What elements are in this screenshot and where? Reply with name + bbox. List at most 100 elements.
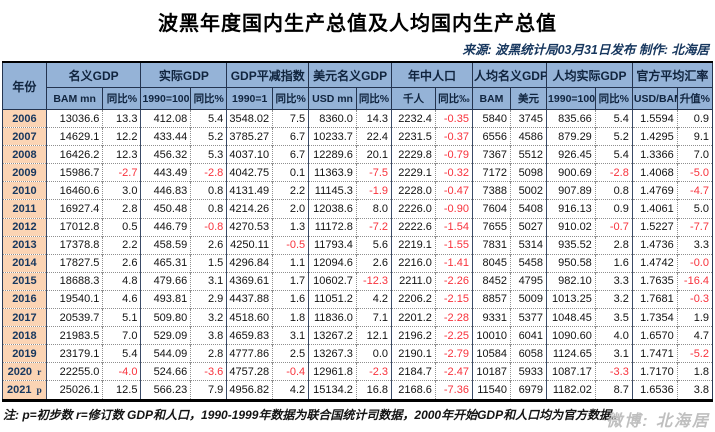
value-cell: 5840	[471, 108, 511, 128]
value-cell: 3.1	[190, 271, 227, 291]
value-cell: 16927.4	[45, 199, 103, 219]
value-cell: 4956.82	[226, 380, 273, 400]
table-row: 2011 16927.4 2.8 450.48 0.8 4214.26 2.0 12038.6…	[2, 199, 713, 219]
value-cell: 16426.2	[45, 145, 103, 164]
value-cell: 5.4	[594, 145, 633, 164]
value-cell: 7388	[471, 181, 511, 200]
value-cell: -4.7	[676, 181, 713, 200]
value-cell: 2226.0	[391, 199, 436, 219]
value-cell: 3.3	[594, 271, 633, 291]
value-cell: 23179.1	[45, 344, 103, 363]
value-cell: 4586	[509, 127, 547, 146]
year-cell: 2021 p	[2, 380, 47, 400]
column-group-header: 年中人口	[391, 61, 473, 88]
value-cell: 5.4	[102, 344, 141, 363]
value-cell: 15134.2	[308, 380, 357, 400]
value-cell: 910.02	[546, 217, 596, 237]
value-cell: 1.8	[272, 308, 309, 327]
value-cell: 17012.8	[45, 217, 103, 237]
value-cell: 4.2	[355, 289, 392, 309]
value-cell: 0.8	[594, 181, 633, 200]
year-cell: 2010	[2, 181, 47, 200]
value-cell: 18688.3	[45, 271, 103, 291]
column-subheader: 1990=100	[140, 87, 192, 110]
value-cell: 3.8	[676, 380, 713, 400]
value-cell: 5.0	[676, 199, 713, 219]
column-subheader: 同比%	[190, 87, 228, 110]
value-cell: 2201.2	[391, 308, 436, 327]
value-cell: 4437.88	[226, 289, 273, 309]
value-cell: 1.4068	[631, 163, 678, 182]
value-cell: -0.32	[434, 163, 473, 182]
column-subheader: 同比%	[355, 87, 393, 110]
value-cell: -2.8	[190, 163, 227, 182]
value-cell: -2.15	[434, 289, 473, 309]
value-cell: 14629.1	[45, 127, 103, 146]
value-cell: 4250.11	[226, 235, 273, 255]
value-cell: -0.4	[272, 362, 309, 381]
value-cell: 5377	[509, 308, 547, 327]
table-row: 2006 13036.6 13.3 412.08 5.4 3548.02 7.5 8360.0…	[2, 108, 713, 128]
table-header: 年份 名义GDP 实际GDP GDP平减指数 美元名义GDP 年中人口 人均名义GDP 人均实…	[2, 61, 714, 110]
value-cell: 529.09	[140, 326, 191, 345]
column-subheader: 美元	[509, 87, 548, 110]
table-row: 2014 17827.5 2.6 465.31 1.5 4296.84 1.1 12094.6…	[2, 253, 713, 273]
value-cell: 446.79	[140, 217, 191, 237]
value-cell: 12.5	[102, 380, 141, 400]
column-subheader: 1990=1	[226, 87, 274, 110]
column-subheader: 同比%	[272, 87, 310, 110]
value-cell: 5.6	[355, 235, 392, 255]
table-row: 2008 16426.2 12.3 456.32 5.3 4037.10 6.7 12289.…	[2, 145, 713, 164]
value-cell: 6.7	[272, 127, 309, 146]
value-cell: 950.58	[546, 253, 596, 273]
value-cell: 1.5594	[631, 108, 678, 128]
value-cell: 4270.53	[226, 217, 273, 237]
footnote: 注: p=初步数 r=修订数 GDP和人口，1990-1999年数据为联合国统计…	[3, 407, 624, 422]
value-cell: 25026.1	[45, 380, 103, 400]
value-cell: 6.7	[272, 145, 309, 164]
value-cell: 21983.5	[45, 326, 103, 345]
value-cell: 1013.25	[546, 289, 596, 309]
value-cell: 1182.02	[546, 380, 596, 400]
value-cell: 6979	[509, 380, 547, 400]
value-cell: 15986.7	[45, 163, 103, 182]
value-cell: 2.6	[190, 235, 227, 255]
value-cell: 2196.2	[391, 326, 436, 345]
value-cell: 4777.86	[226, 344, 273, 363]
year-revision-flag: r	[37, 367, 42, 378]
value-cell: 0.9	[676, 108, 713, 128]
value-cell: 2.9	[190, 289, 227, 309]
column-group-header: 人均实际GDP	[546, 61, 633, 88]
value-cell: 11051.2	[308, 289, 357, 309]
value-cell: 1.3366	[631, 145, 678, 164]
value-cell: 8.7	[594, 380, 633, 400]
value-cell: 4.6	[102, 289, 141, 309]
value-cell: 2.6	[102, 253, 141, 273]
value-cell: 8045	[471, 253, 511, 273]
value-cell: 12289.6	[308, 145, 357, 164]
value-cell: 0.5	[102, 217, 141, 237]
value-cell: 4659.83	[226, 326, 273, 345]
value-cell: 13267.2	[308, 326, 357, 345]
value-cell: 5.2	[190, 127, 227, 146]
value-cell: -2.8	[594, 163, 633, 182]
value-cell: 0.9	[594, 199, 633, 219]
value-cell: 12.3	[102, 145, 141, 164]
table-row: 2007 14629.1 12.2 433.44 5.2 3785.27 6.7 10233.…	[2, 127, 713, 146]
value-cell: 2.2	[272, 181, 309, 200]
value-cell: 8857	[471, 289, 511, 309]
value-cell: 0.0	[355, 344, 392, 363]
value-cell: 2.2	[102, 235, 141, 255]
value-cell: 8360.0	[308, 108, 357, 128]
value-cell: 7655	[471, 217, 511, 237]
value-cell: 1087.17	[546, 362, 596, 381]
value-cell: 5009	[509, 289, 547, 309]
column-subheader: 同比%	[102, 87, 142, 110]
value-cell: 7172	[471, 163, 511, 182]
table-row: 2010 16460.6 3.0 446.83 0.8 4131.49 2.2 11145.3…	[2, 181, 713, 200]
value-cell: 4296.84	[226, 253, 273, 273]
value-cell: -16.4	[676, 271, 713, 291]
value-cell: 11145.3	[308, 181, 357, 200]
table-row: 2015 18688.3 4.8 479.66 3.1 4369.61 1.7 10602.7…	[2, 271, 713, 291]
value-cell: 1.7471	[631, 344, 678, 363]
